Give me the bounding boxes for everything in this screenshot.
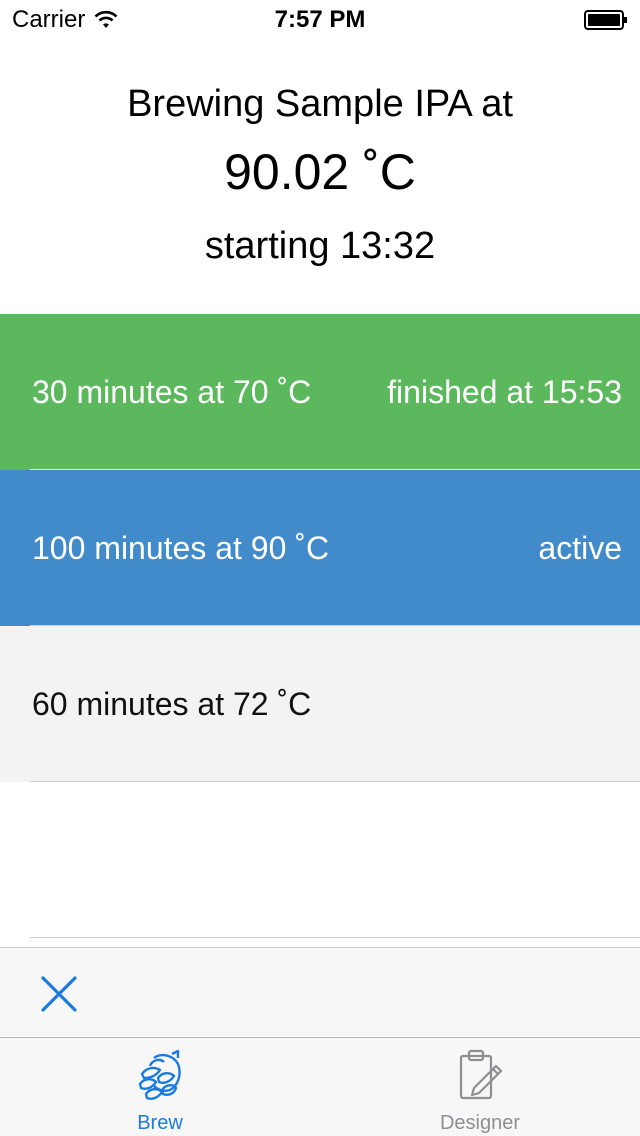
step-row-finished[interactable]: 30 minutes at 70 ˚C finished at 15:53 — [0, 314, 640, 470]
step-status: active — [538, 530, 622, 566]
row-divider — [30, 781, 640, 782]
bottom-toolbar — [0, 947, 640, 1038]
wifi-icon — [94, 10, 118, 28]
current-temperature: 90.02 ˚C — [224, 144, 416, 200]
tab-label: Brew — [137, 1112, 183, 1134]
close-icon[interactable] — [40, 975, 78, 1013]
brew-header: Brewing Sample IPA at 90.02 ˚C starting … — [0, 40, 640, 314]
step-label: 30 minutes at 70 ˚C — [32, 374, 312, 410]
hop-icon — [138, 1049, 181, 1100]
start-time: starting 13:32 — [204, 225, 436, 267]
clipboard-pencil-icon — [459, 1049, 503, 1100]
row-divider — [30, 469, 640, 470]
step-label: 100 minutes at 90 ˚C — [32, 530, 330, 566]
brew-title: Brewing Sample IPA at — [127, 83, 513, 125]
tab-bar: Brew Designer — [0, 1037, 640, 1136]
status-time: 7:57 PM — [274, 6, 366, 33]
carrier-label: Carrier — [12, 6, 86, 33]
row-divider — [30, 625, 640, 626]
step-row-active[interactable]: 100 minutes at 90 ˚C active — [0, 470, 640, 626]
steps-list: 30 minutes at 70 ˚C finished at 15:53 10… — [0, 314, 640, 938]
step-label: 60 minutes at 72 ˚C — [32, 686, 312, 722]
tab-label: Designer — [439, 1112, 521, 1134]
empty-row — [0, 782, 640, 938]
tab-designer[interactable]: Designer — [320, 1038, 640, 1136]
step-row-pending[interactable]: 60 minutes at 72 ˚C — [0, 626, 640, 782]
status-left: Carrier — [12, 6, 119, 34]
tab-brew[interactable]: Brew — [0, 1038, 320, 1136]
step-status: finished at 15:53 — [387, 374, 622, 410]
row-divider — [30, 937, 640, 938]
battery-icon — [584, 10, 627, 30]
status-bar: Carrier 7:57 PM — [0, 0, 640, 40]
